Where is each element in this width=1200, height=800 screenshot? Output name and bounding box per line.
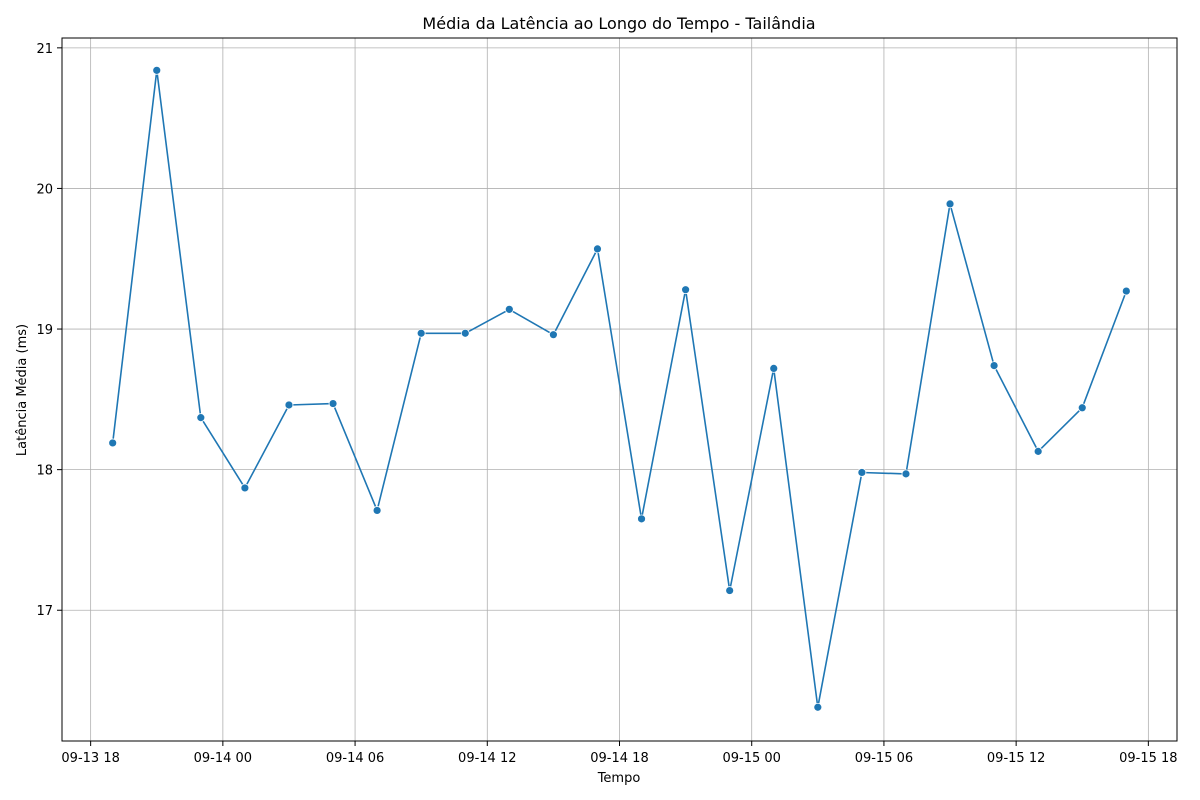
data-point bbox=[196, 413, 206, 423]
y-tick-label: 17 bbox=[36, 604, 53, 619]
y-axis-label: Latência Média (ms) bbox=[15, 324, 30, 456]
y-tick-label: 20 bbox=[36, 182, 53, 197]
data-point bbox=[284, 400, 294, 410]
data-point bbox=[857, 468, 867, 477]
tick-layer: 09-13 18 09-14 00 09-14 06 09-14 12 09-14 18… bbox=[36, 42, 1177, 766]
data-point bbox=[548, 330, 558, 340]
data-point bbox=[504, 304, 514, 314]
x-tick-label: 09-15 06 bbox=[855, 751, 913, 766]
x-tick-label: 09-13 18 bbox=[61, 751, 119, 766]
chart-title: Média da Latência ao Longo do Tempo - Ta… bbox=[422, 14, 815, 33]
x-tick-label: 09-15 18 bbox=[1119, 751, 1177, 766]
x-tick-label: 09-14 06 bbox=[326, 751, 384, 766]
data-point bbox=[152, 65, 162, 75]
data-point bbox=[681, 285, 691, 295]
x-tick-label: 09-15 00 bbox=[722, 751, 780, 766]
data-point bbox=[637, 514, 646, 524]
y-tick-label: 18 bbox=[36, 464, 53, 479]
data-point bbox=[813, 702, 823, 712]
series-layer bbox=[108, 65, 1131, 712]
data-point bbox=[240, 483, 250, 493]
data-point bbox=[989, 361, 999, 370]
data-point bbox=[328, 399, 338, 408]
x-tick-label: 09-14 00 bbox=[194, 751, 252, 766]
x-tick-label: 09-15 12 bbox=[987, 751, 1045, 766]
data-point bbox=[593, 244, 602, 254]
x-axis-label: Tempo bbox=[597, 771, 641, 786]
grid-layer bbox=[62, 38, 1177, 741]
x-tick-label: 09-14 12 bbox=[458, 751, 516, 766]
data-point bbox=[372, 506, 382, 515]
data-point bbox=[1033, 446, 1043, 456]
data-point bbox=[460, 328, 470, 338]
data-point bbox=[416, 328, 426, 338]
data-point bbox=[945, 199, 955, 209]
series-line bbox=[111, 69, 1128, 709]
data-point bbox=[108, 438, 118, 448]
data-point bbox=[901, 469, 911, 479]
data-point bbox=[1121, 286, 1131, 296]
y-tick-label: 19 bbox=[36, 323, 53, 338]
data-point bbox=[725, 586, 735, 595]
y-tick-label: 21 bbox=[36, 42, 53, 57]
data-point bbox=[769, 364, 779, 373]
data-point bbox=[1077, 403, 1087, 413]
x-tick-label: 09-14 18 bbox=[590, 751, 648, 766]
